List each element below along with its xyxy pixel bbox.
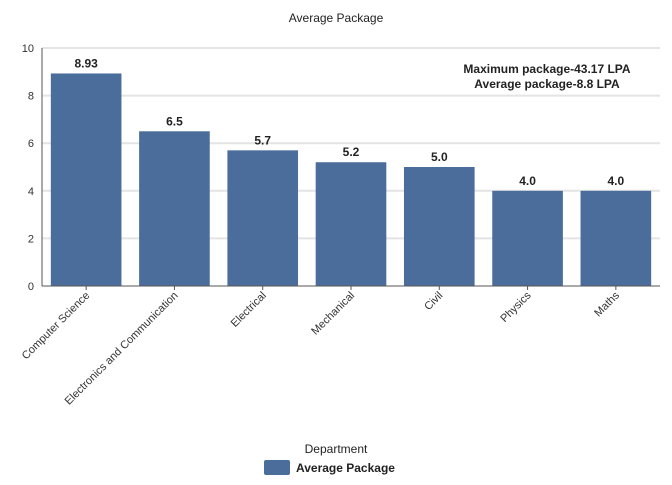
data-label: 4.0 bbox=[519, 174, 536, 188]
legend[interactable]: Average Package bbox=[264, 460, 395, 475]
x-tick-label: Maths bbox=[592, 289, 622, 319]
y-tick-label: 0 bbox=[28, 281, 34, 293]
annotation-max-package: Maximum package-43.17 LPA bbox=[463, 62, 631, 76]
data-label: 4.0 bbox=[608, 174, 625, 188]
legend-swatch bbox=[264, 460, 290, 475]
bar[interactable] bbox=[492, 190, 563, 286]
y-tick-label: 6 bbox=[28, 138, 34, 150]
data-label: 8.93 bbox=[74, 56, 98, 70]
data-label: 6.5 bbox=[166, 114, 183, 128]
x-tick-label: Mechanical bbox=[309, 290, 357, 338]
annotation-average-package: Average package-8.8 LPA bbox=[474, 77, 620, 91]
data-label: 5.7 bbox=[254, 133, 271, 147]
bar[interactable] bbox=[315, 162, 387, 286]
data-label: 5.0 bbox=[431, 150, 448, 164]
y-tick-label: 8 bbox=[28, 91, 34, 103]
x-tick-label: Civil bbox=[422, 290, 445, 313]
x-axis-title: Department bbox=[305, 442, 368, 456]
y-tick-label: 2 bbox=[28, 233, 34, 245]
legend-label: Average Package bbox=[296, 461, 395, 475]
bar[interactable] bbox=[403, 167, 475, 286]
bar[interactable] bbox=[139, 131, 210, 286]
chart-title: Average Package bbox=[289, 11, 384, 25]
y-tick-label: 10 bbox=[22, 43, 34, 55]
bar[interactable] bbox=[580, 190, 652, 286]
bar[interactable] bbox=[227, 150, 299, 286]
x-tick-label: Physics bbox=[498, 289, 534, 325]
x-tick-label: Electrical bbox=[229, 290, 269, 330]
data-label: 5.2 bbox=[343, 145, 360, 159]
y-tick-label: 4 bbox=[28, 186, 34, 198]
bar[interactable] bbox=[50, 73, 122, 286]
x-tick-label: Computer Science bbox=[20, 290, 92, 362]
